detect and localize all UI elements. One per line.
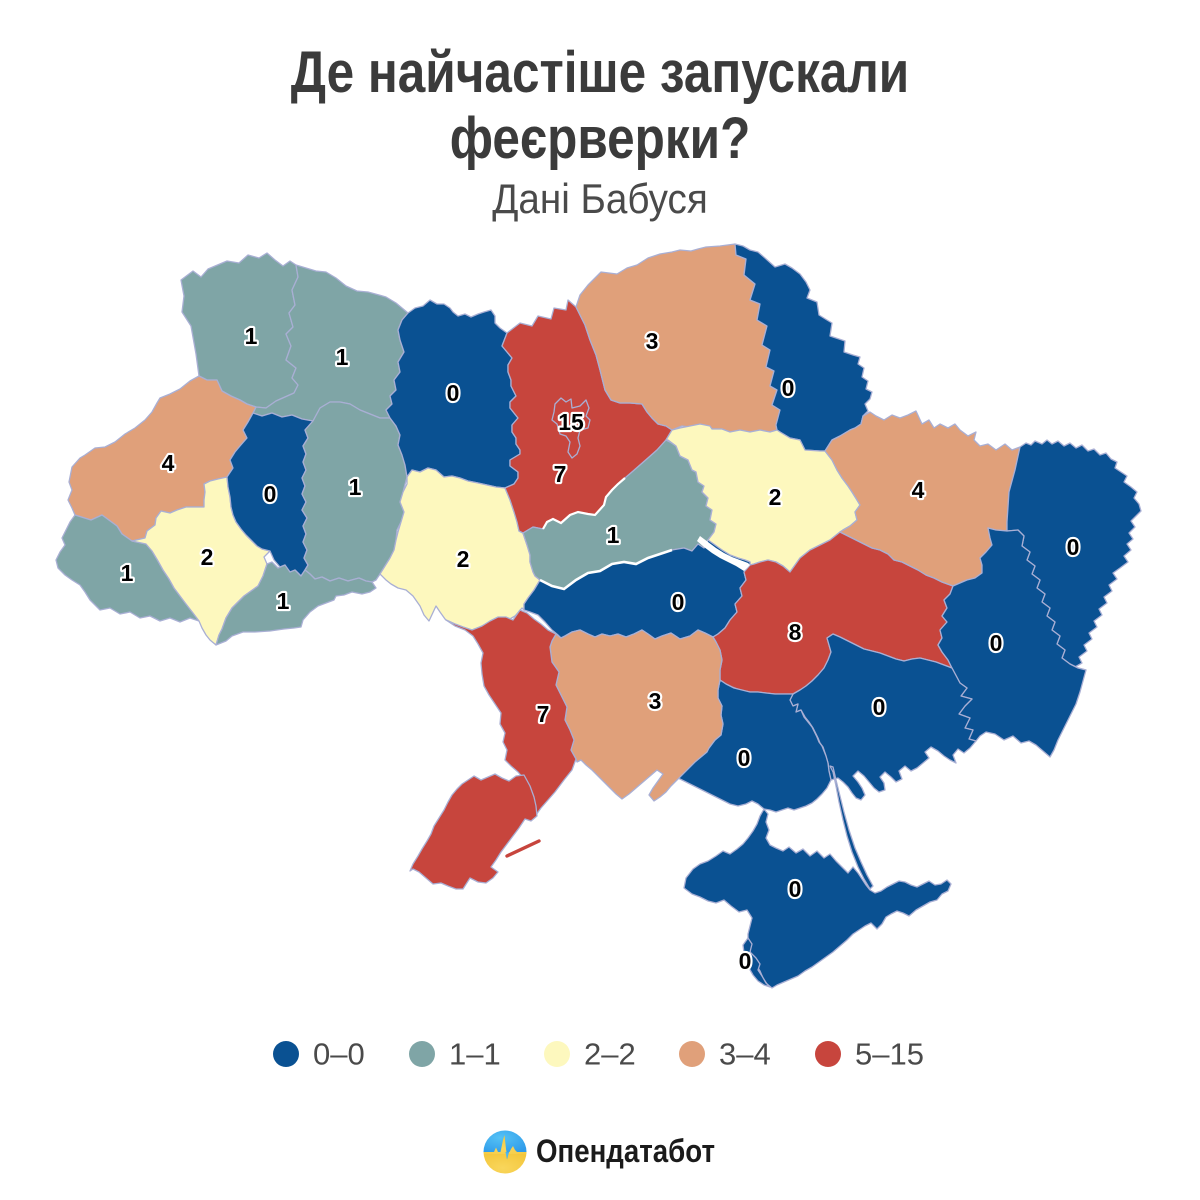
svg-text:2: 2 (201, 544, 214, 570)
svg-text:2: 2 (769, 484, 782, 510)
svg-text:3: 3 (649, 688, 662, 714)
svg-text:15: 15 (558, 409, 584, 435)
svg-text:5–15: 5–15 (855, 1037, 924, 1072)
svg-text:0: 0 (264, 481, 277, 507)
svg-text:1: 1 (349, 474, 362, 500)
svg-text:1: 1 (336, 344, 349, 370)
svg-text:0: 0 (782, 375, 795, 401)
svg-text:7: 7 (554, 461, 567, 487)
svg-text:8: 8 (789, 619, 802, 645)
svg-text:0–0: 0–0 (313, 1037, 365, 1072)
svg-text:3: 3 (646, 328, 659, 354)
svg-text:0: 0 (738, 745, 751, 771)
svg-text:0: 0 (672, 589, 685, 615)
svg-text:7: 7 (537, 701, 550, 727)
svg-text:1: 1 (607, 522, 620, 548)
svg-text:2–2: 2–2 (584, 1037, 636, 1072)
svg-text:Опендатабот: Опендатабот (536, 1133, 715, 1169)
svg-text:4: 4 (912, 477, 925, 503)
svg-text:1: 1 (121, 560, 134, 586)
svg-text:2: 2 (457, 546, 470, 572)
svg-text:1: 1 (277, 588, 290, 614)
svg-text:0: 0 (990, 630, 1003, 656)
svg-text:0: 0 (873, 694, 886, 720)
svg-text:1–1: 1–1 (449, 1037, 501, 1072)
svg-text:3–4: 3–4 (719, 1037, 771, 1072)
svg-text:0: 0 (447, 380, 460, 406)
svg-text:1: 1 (245, 323, 258, 349)
svg-text:4: 4 (162, 450, 175, 476)
svg-text:0: 0 (789, 876, 802, 902)
svg-text:0: 0 (739, 948, 752, 974)
svg-text:0: 0 (1067, 534, 1080, 560)
